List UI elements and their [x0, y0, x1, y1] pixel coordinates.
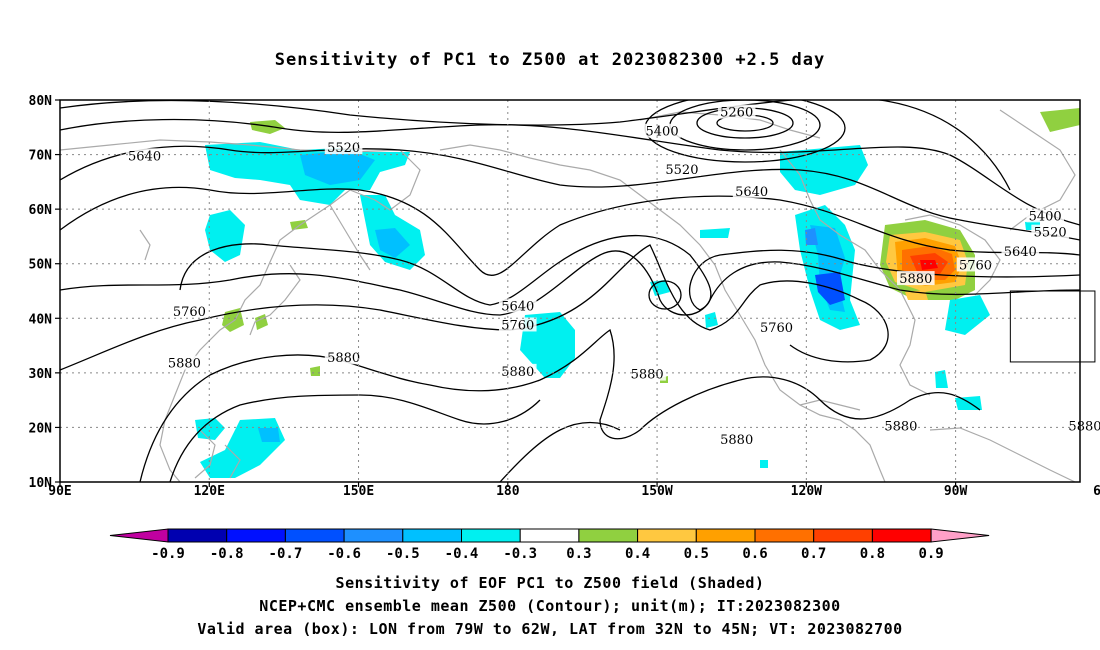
z500-contours: [60, 100, 1080, 482]
lat-tick-label: 50N: [29, 258, 53, 273]
contour-label: 5400: [1029, 209, 1062, 224]
colorbar-swatch: [813, 528, 873, 543]
colorbar-swatch: [637, 528, 697, 543]
sensitivity-shading: [195, 108, 1080, 478]
contour-label: 5640: [128, 149, 161, 164]
colorbar-label: -0.8: [210, 546, 244, 562]
contour-label: 5880: [899, 272, 932, 287]
latitude-tick-labels: 80N 70N 60N 50N 40N 30N 20N 10N: [29, 94, 60, 491]
contour-label: 5520: [327, 141, 360, 156]
contour-label: 5880: [631, 368, 664, 383]
longitude-tick-labels: 90E 120E 150E 180 150W 120W 90W 60W: [48, 482, 1100, 499]
lat-tick-label: 20N: [29, 421, 53, 436]
colorbar-swatch: [461, 528, 521, 543]
contour-labels: 5260 5400 5520 5640 5520 5640 5400 5520 5640 5760…: [125, 104, 1100, 448]
colorbar-swatch: [343, 528, 404, 543]
colorbar-swatch: [519, 528, 580, 543]
contour-label: 5760: [959, 258, 992, 273]
contour-label: 5760: [173, 305, 206, 320]
colorbar-swatch: [167, 528, 228, 543]
colorbar-swatch: [695, 528, 756, 543]
colorbar-label: -0.6: [327, 546, 361, 562]
colorbar-label: 0.5: [684, 546, 709, 562]
lon-tick-label: 180: [496, 484, 520, 499]
colorbar-left-arrow: [109, 528, 169, 543]
caption-valid-area: Valid area (box): LON from 79W to 62W, L…: [197, 620, 903, 638]
lat-tick-label: 80N: [29, 94, 53, 109]
lon-tick-label: 90W: [944, 484, 968, 499]
colorbar-label: -0.4: [445, 546, 479, 562]
contour-label: 5880: [168, 357, 201, 372]
lon-tick-label: 120E: [194, 484, 225, 499]
lat-tick-label: 40N: [29, 312, 53, 327]
lat-tick-label: 10N: [29, 476, 53, 491]
lon-tick-label: 90E: [48, 484, 71, 499]
lon-tick-label: 150E: [343, 484, 374, 499]
colorbar-swatch: [226, 528, 286, 543]
map-title: Sensitivity of PC1 to Z500 at 2023082300…: [274, 50, 826, 70]
lon-tick-label: 60W: [1093, 484, 1100, 499]
colorbar-label: -0.5: [386, 546, 420, 562]
contour-label: 5640: [501, 299, 534, 314]
contour-label: 5520: [1034, 226, 1067, 241]
colorbar-label: 0.7: [801, 546, 826, 562]
colorbar-swatch: [871, 528, 932, 543]
colorbar-label: -0.3: [503, 546, 537, 562]
contour-label: 5760: [760, 321, 793, 336]
colorbar-label: -0.9: [151, 546, 185, 562]
colorbar-swatch: [402, 528, 462, 543]
caption-shading: Sensitivity of EOF PC1 to Z500 field (Sh…: [335, 574, 765, 592]
colorbar-label: 0.3: [566, 546, 591, 562]
lat-tick-label: 30N: [29, 367, 53, 382]
colorbar-swatch: [754, 528, 815, 543]
colorbar-swatch: [284, 528, 345, 543]
colorbar-label: 0.8: [860, 546, 885, 562]
valid-area-rect: [1009, 290, 1096, 363]
colorbar-swatch: [578, 528, 639, 543]
contour-label: 5520: [665, 163, 698, 178]
lat-tick-label: 60N: [29, 203, 53, 218]
contour-label: 5880: [327, 351, 360, 366]
contour-label: 5640: [1004, 245, 1037, 260]
lat-lon-grid: [60, 100, 1080, 482]
lon-tick-label: 120W: [791, 484, 822, 499]
colorbar-label: 0.6: [742, 546, 767, 562]
contour-label: 5880: [720, 433, 753, 448]
colorbar-label: -0.7: [269, 546, 303, 562]
colorbar-right-arrow: [930, 528, 990, 543]
lon-tick-label: 150W: [641, 484, 672, 499]
colorbar-label: 0.4: [625, 546, 650, 562]
contour-label: 5400: [646, 125, 679, 140]
colorbar: -0.9 -0.8 -0.7 -0.6 -0.5 -0.4 -0.3 0.3 0.4 0.5 0.6…: [109, 528, 990, 562]
contour-label: 5640: [735, 185, 768, 200]
caption-contour: NCEP+CMC ensemble mean Z500 (Contour); u…: [259, 597, 841, 615]
colorbar-label: 0.9: [918, 546, 943, 562]
contour-label: 5760: [501, 318, 534, 333]
valid-area-box: [1009, 290, 1096, 363]
sensitivity-map: 5260 5400 5520 5640 5520 5640 5400 5520 5640 5760…: [29, 94, 1100, 562]
map-frame: [59, 99, 1081, 483]
contour-label: 5880: [1068, 419, 1100, 434]
lat-tick-label: 70N: [29, 149, 53, 164]
contour-label: 5260: [720, 106, 753, 121]
